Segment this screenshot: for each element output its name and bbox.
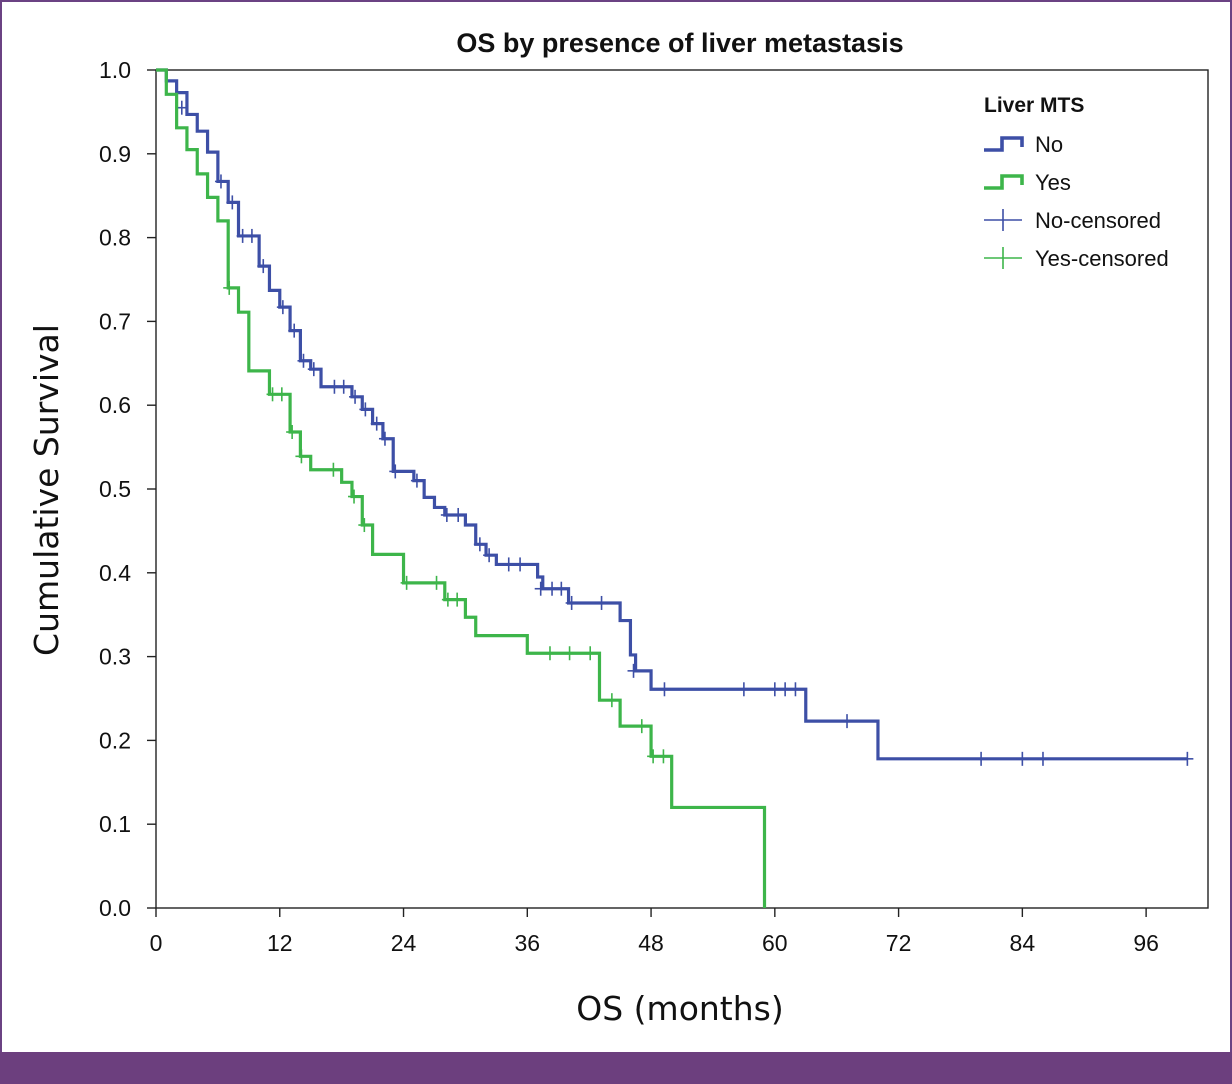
y-tick-label: 0.0 (99, 895, 131, 921)
censor-mark-no (226, 195, 239, 210)
y-tick-label: 0.6 (99, 392, 131, 418)
axis-ticks: 0 12 24 36 48 60 72 84 96 0.0 0.1 0.2 0.3 0.4 0.5 0.6 0.… (99, 57, 1159, 956)
censor-mark-yes (584, 646, 597, 661)
censor-mark-no (555, 581, 568, 596)
censor-mark-yes (400, 575, 413, 590)
censor-mark-no (595, 595, 608, 610)
censor-mark-no (370, 416, 383, 431)
censor-mark-no (276, 300, 289, 315)
x-tick-label: 60 (762, 930, 788, 956)
y-tick-label: 0.8 (99, 225, 131, 251)
censor-mark-no (565, 595, 578, 610)
legend: Liver MTS No Yes No-censored Yes-censored (984, 94, 1169, 271)
plot-area (155, 69, 1209, 909)
y-axis-label: Cumulative Survival (27, 324, 66, 656)
censor-mark-no (440, 507, 453, 522)
censor-mark-yes (635, 719, 648, 734)
censor-mark-no (359, 402, 372, 417)
censor-mark-yes (327, 462, 340, 477)
y-tick-label: 0.9 (99, 141, 131, 167)
censor-mark-no (737, 682, 750, 697)
censor-mark-no (337, 379, 350, 394)
censor-mark-no (534, 581, 547, 596)
censor-mark-no (307, 362, 320, 377)
legend-title: Liver MTS (984, 94, 1084, 117)
x-tick-label: 72 (886, 930, 912, 956)
censor-mark-no (789, 682, 802, 697)
y-tick-label: 0.1 (99, 811, 131, 837)
censor-mark-yes (295, 449, 308, 464)
censor-mark-yes (223, 280, 236, 295)
censor-mark-no (779, 682, 792, 697)
censor-mark-no (768, 682, 781, 697)
censor-mark-yes (563, 646, 576, 661)
censor-mark-no (288, 323, 301, 338)
survival-curve-no (156, 68, 1188, 761)
censor-mark-yes (430, 575, 443, 590)
censor-mark-no (297, 353, 310, 368)
x-tick-label: 36 (514, 930, 540, 956)
survival-curves (156, 68, 1194, 908)
censor-mark-no (214, 174, 227, 189)
censor-mark-no (1036, 751, 1049, 766)
y-tick-label: 0.4 (99, 560, 131, 586)
x-tick-label: 96 (1133, 930, 1159, 956)
x-tick-label: 48 (638, 930, 664, 956)
censor-mark-no (378, 431, 391, 446)
legend-label-yes: Yes (1035, 170, 1071, 195)
censor-mark-no (257, 259, 270, 274)
legend-swatch-no (984, 136, 1024, 152)
x-tick-label: 84 (1010, 930, 1036, 956)
censor-mark-yes (348, 489, 361, 504)
legend-label-yes-censored: Yes-censored (1035, 246, 1169, 271)
y-tick-label: 0.7 (99, 308, 131, 334)
x-tick-label: 24 (391, 930, 417, 956)
censor-mark-no (1181, 751, 1194, 766)
y-tick-label: 0.5 (99, 476, 131, 502)
censor-mark-no (410, 473, 423, 488)
legend-label-no: No (1035, 132, 1063, 157)
survival-curve-yes (156, 68, 767, 908)
censor-mark-yes (657, 749, 670, 764)
censor-mark-no (452, 507, 465, 522)
legend-swatch-yes (984, 174, 1024, 190)
censor-mark-yes (275, 387, 288, 402)
censor-mark-no (389, 464, 402, 479)
censor-mark-no (483, 548, 496, 563)
censor-mark-no (245, 228, 258, 243)
censor-mark-yes (358, 518, 371, 533)
x-tick-label: 0 (150, 930, 163, 956)
censor-mark-no (1016, 751, 1029, 766)
x-tick-label: 12 (267, 930, 293, 956)
censor-mark-yes (451, 592, 464, 607)
y-tick-label: 0.3 (99, 644, 131, 670)
censor-mark-no (658, 682, 671, 697)
chart-title: OS by presence of liver metastasis (456, 28, 903, 58)
censor-mark-yes (543, 646, 556, 661)
censor-mark-yes (647, 749, 660, 764)
y-tick-label: 1.0 (99, 57, 131, 83)
footer-band (0, 1052, 1232, 1084)
x-axis-label: OS (months) (576, 989, 783, 1028)
censor-mark-no (975, 751, 988, 766)
censor-mark-yes (286, 425, 299, 440)
censor-mark-no (502, 557, 515, 572)
y-tick-label: 0.2 (99, 727, 131, 753)
censor-mark-no (473, 537, 486, 552)
censor-mark-no (841, 714, 854, 729)
censor-mark-no (627, 663, 640, 678)
censor-mark-no (514, 557, 527, 572)
legend-label-no-censored: No-censored (1035, 208, 1161, 233)
censor-mark-yes (605, 693, 618, 708)
plot-border (155, 69, 1209, 909)
censor-mark-no (349, 389, 362, 404)
